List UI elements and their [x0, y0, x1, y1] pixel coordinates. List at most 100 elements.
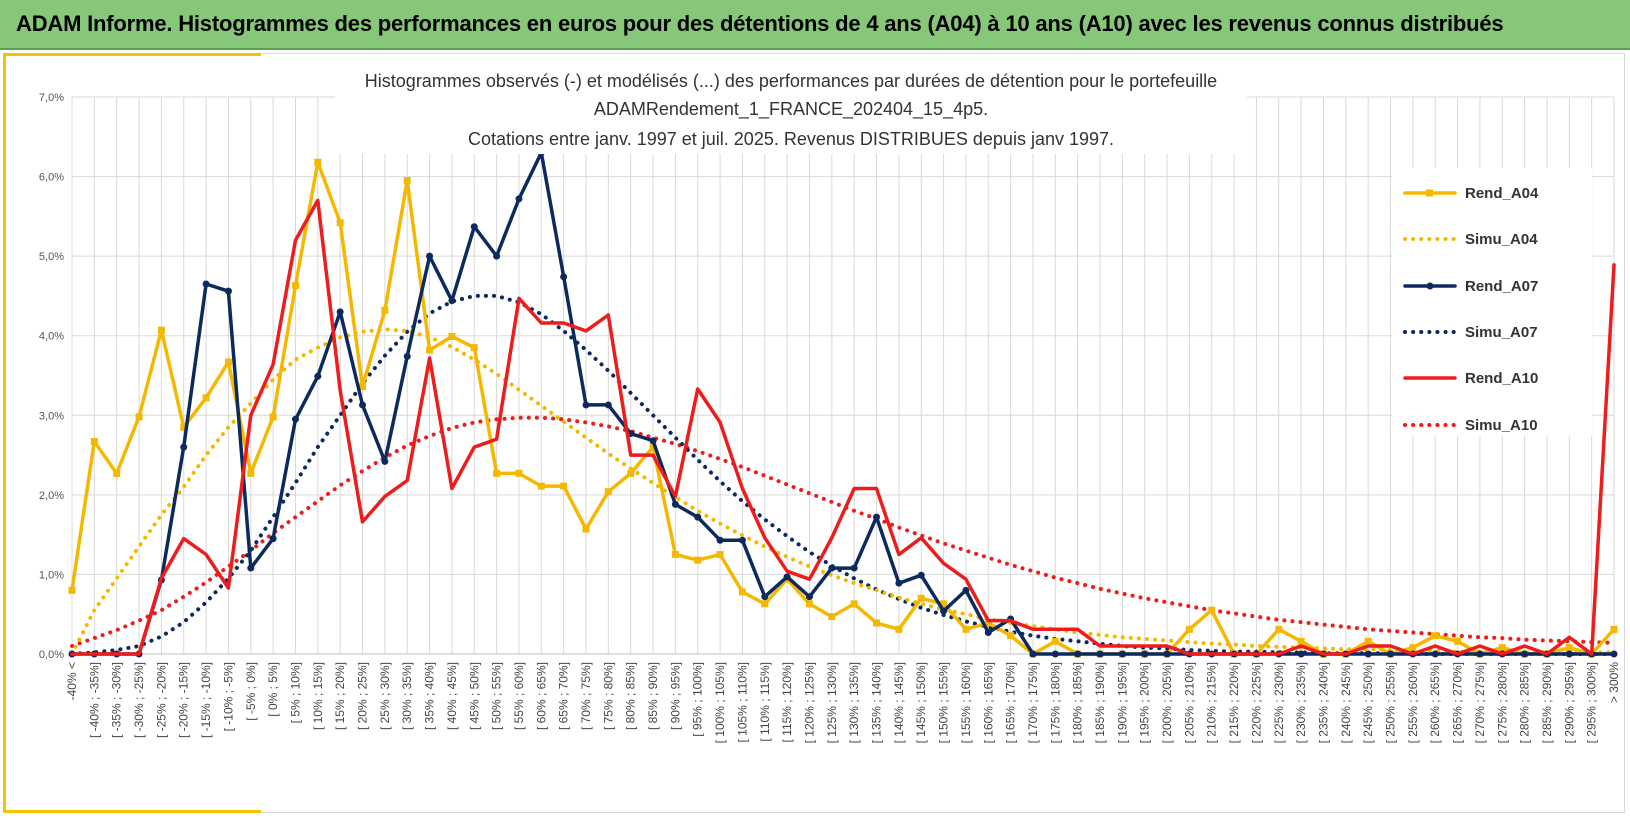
- x-tick-label: [ 145% ; 150%]: [914, 662, 928, 743]
- data-point: [716, 536, 724, 544]
- x-tick-label: [ 225% ; 230%]: [1272, 662, 1286, 743]
- data-point: [560, 482, 568, 490]
- data-point: [135, 413, 143, 421]
- x-tick-label: [ 105% ; 110%]: [735, 662, 749, 743]
- x-tick-label: [ 110% ; 115%]: [758, 662, 772, 742]
- data-point: [1610, 625, 1618, 633]
- data-point: [448, 333, 456, 341]
- data-point: [761, 600, 769, 608]
- legend-marker: [1426, 189, 1433, 197]
- data-point: [582, 525, 590, 533]
- data-point: [291, 415, 299, 423]
- data-point: [336, 308, 344, 316]
- data-point: [627, 469, 635, 477]
- data-point: [470, 344, 478, 352]
- data-point: [359, 401, 367, 409]
- y-tick-label: 0,0%: [39, 649, 64, 661]
- x-tick-label: [ 195% ; 200%]: [1138, 662, 1152, 743]
- x-tick-label: [ -25% ; -20%]: [154, 662, 168, 738]
- data-point: [403, 177, 411, 185]
- legend-label: Simu_A04: [1465, 231, 1538, 248]
- x-tick-label: [ 245% ; 250%]: [1361, 662, 1375, 743]
- data-point: [850, 600, 858, 608]
- x-tick-label: [ 35% ; 40%]: [423, 662, 437, 730]
- data-point: [381, 306, 389, 314]
- x-tick-label: [ 20% ; 25%]: [356, 662, 370, 730]
- data-point: [1409, 644, 1417, 652]
- data-point: [1498, 644, 1506, 652]
- data-point: [940, 600, 948, 608]
- x-tick-label: [ 95% ; 100%]: [691, 662, 705, 737]
- data-point: [1565, 650, 1573, 658]
- data-point: [314, 158, 322, 166]
- x-tick-label: -40% <: [65, 662, 79, 700]
- x-tick-label: [ -20% ; -15%]: [177, 662, 191, 738]
- data-point: [1185, 625, 1193, 633]
- data-point: [269, 535, 277, 543]
- x-tick-label: [ 125% ; 130%]: [825, 662, 839, 743]
- data-point: [493, 252, 501, 260]
- x-tick-label: [ 285% ; 290%]: [1540, 662, 1554, 743]
- data-point: [180, 423, 188, 431]
- data-point: [314, 372, 322, 380]
- x-tick-label: [ 235% ; 240%]: [1316, 662, 1330, 743]
- x-tick-label: [ 135% ; 140%]: [870, 662, 884, 743]
- x-tick-label: [ 5% ; 10%]: [288, 662, 302, 723]
- data-point: [1141, 650, 1149, 658]
- y-tick-label: 6,0%: [39, 172, 64, 184]
- data-point: [1275, 625, 1283, 633]
- data-point: [604, 401, 612, 409]
- data-point: [895, 579, 903, 587]
- x-tick-label: [ -30% ; -25%]: [132, 662, 146, 738]
- x-tick-label: [ 265% ; 270%]: [1451, 662, 1465, 743]
- data-point: [783, 573, 791, 581]
- data-point: [247, 469, 255, 477]
- x-tick-label: [ 295% ; 300%]: [1585, 662, 1599, 743]
- x-tick-label: [ 175% ; 180%]: [1048, 662, 1062, 743]
- data-point: [984, 629, 992, 637]
- data-point: [828, 564, 836, 572]
- data-point: [738, 588, 746, 596]
- data-point: [649, 437, 657, 445]
- x-tick-label: [ -40% ; -35%]: [87, 662, 101, 738]
- series-line-rend-a04: [70, 160, 1616, 656]
- x-tick-label: [ 200% ; 205%]: [1160, 662, 1174, 743]
- legend-label: Rend_A10: [1465, 370, 1538, 387]
- x-tick-label: [ 210% ; 215%]: [1205, 662, 1219, 743]
- x-tick-label: [ 30% ; 35%]: [400, 662, 414, 730]
- data-point: [694, 513, 702, 521]
- x-tick-label: [ 185% ; 190%]: [1093, 662, 1107, 743]
- data-point: [180, 443, 188, 451]
- data-point: [359, 383, 367, 391]
- data-point: [671, 551, 679, 559]
- data-point: [962, 625, 970, 633]
- x-tick-label: [ 0% ; 5%]: [266, 662, 280, 717]
- data-point: [873, 619, 881, 627]
- x-tick-label: [ 140% ; 145%]: [892, 662, 906, 743]
- data-point: [68, 586, 76, 594]
- y-tick-label: 7,0%: [39, 92, 64, 104]
- data-point: [1029, 650, 1037, 658]
- data-point: [1431, 650, 1439, 658]
- x-tick-label: [ 275% ; 280%]: [1495, 662, 1509, 743]
- data-point: [493, 469, 501, 477]
- x-tick-label: [ 230% ; 235%]: [1294, 662, 1308, 743]
- data-point: [694, 556, 702, 564]
- series-line-simu-a10: [70, 415, 1616, 648]
- x-tick-label: [ 215% ; 220%]: [1227, 662, 1241, 743]
- x-tick-label: [ 270% ; 275%]: [1473, 662, 1487, 743]
- data-point: [202, 394, 210, 402]
- accent-bar-top: [3, 53, 261, 56]
- data-point: [805, 600, 813, 608]
- x-tick-label: [ 220% ; 225%]: [1249, 662, 1263, 743]
- legend-label: Rend_A04: [1465, 185, 1539, 202]
- chart-title-line: ADAMRendement_1_FRANCE_202404_15_4p5.: [594, 99, 988, 120]
- chart-title-background: [335, 66, 1247, 154]
- x-tick-label: [ 260% ; 265%]: [1428, 662, 1442, 743]
- header-banner: ADAM Informe. Histogrammes des performan…: [0, 0, 1630, 50]
- data-point: [515, 195, 523, 203]
- data-point: [940, 607, 948, 615]
- x-tick-label: [ 130% ; 135%]: [847, 662, 861, 743]
- data-point: [426, 346, 434, 354]
- data-point: [761, 593, 769, 601]
